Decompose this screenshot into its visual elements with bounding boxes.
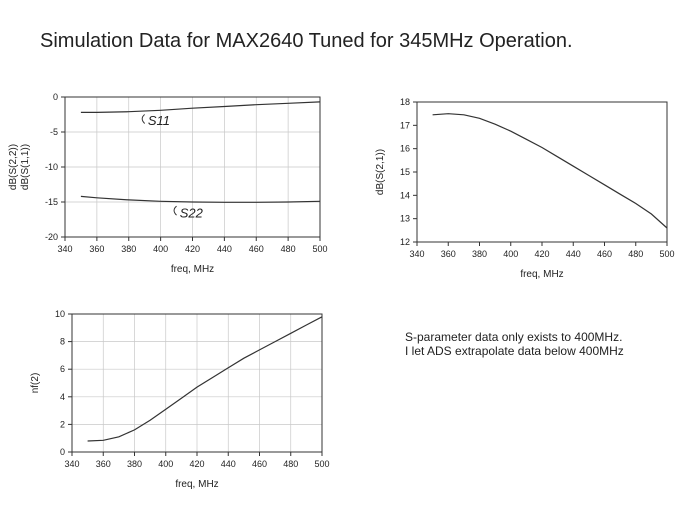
y-tick-label: -10 xyxy=(45,162,58,172)
s11-s22-chart: 340 360 380 400 420 440 460 480 500 -20 -15 -10 -5 0 f… xyxy=(8,92,328,275)
x-tick-label: 360 xyxy=(441,249,456,259)
y-tick-label: -5 xyxy=(50,127,58,137)
series-line-s11 xyxy=(80,101,321,113)
y-axis-label: dB(S(2,1)) xyxy=(375,149,386,195)
y-tick-label: -20 xyxy=(45,232,58,242)
y-tick-label: 17 xyxy=(400,120,410,130)
x-tick-label: 500 xyxy=(659,249,674,259)
y-tick-label: 18 xyxy=(400,97,410,107)
y-tick-label: 10 xyxy=(55,309,65,319)
x-tick-label: 460 xyxy=(597,249,612,259)
x-tick-label: 340 xyxy=(57,244,72,254)
x-axis-label: freq, MHz xyxy=(171,264,214,275)
annotation-bracket-s11 xyxy=(141,114,146,124)
y-tick-label: 0 xyxy=(60,447,65,457)
y-tick-label: 13 xyxy=(400,214,410,224)
x-axis-label: freq, MHz xyxy=(175,479,218,490)
x-tick-label: 480 xyxy=(281,244,296,254)
y-tick-label: 2 xyxy=(60,419,65,429)
series-line-nf xyxy=(87,316,323,442)
x-tick-label: 460 xyxy=(249,244,264,254)
y-tick-label: 6 xyxy=(60,364,65,374)
y-tick-label: 0 xyxy=(53,92,58,102)
y-tick-label: -15 xyxy=(45,197,58,207)
x-tick-label: 420 xyxy=(534,249,549,259)
x-tick-label: 480 xyxy=(283,459,298,469)
y-tick-label: 4 xyxy=(60,392,65,402)
annotation-note: S-parameter data only exists to 400MHz. … xyxy=(405,330,624,358)
annotation-s11: S11 xyxy=(148,113,170,128)
y-axis-label: dB(S(1,1)) xyxy=(20,144,31,190)
x-tick-label: 500 xyxy=(314,459,329,469)
x-tick-label: 440 xyxy=(217,244,232,254)
x-tick-label: 340 xyxy=(64,459,79,469)
x-axis-label: freq, MHz xyxy=(520,269,563,280)
x-tick-label: 400 xyxy=(158,459,173,469)
x-tick-label: 380 xyxy=(127,459,142,469)
y-axis-label: dB(S(2,2)) xyxy=(8,144,19,190)
x-tick-label: 360 xyxy=(96,459,111,469)
annotation-s22: S22 xyxy=(180,205,204,220)
x-tick-label: 500 xyxy=(312,244,327,254)
note-line-1: S-parameter data only exists to 400MHz. xyxy=(405,330,623,344)
y-tick-label: 14 xyxy=(400,190,410,200)
x-tick-label: 480 xyxy=(628,249,643,259)
y-tick-label: 15 xyxy=(400,167,410,177)
x-tick-label: 340 xyxy=(409,249,424,259)
y-axis-label: nf(2) xyxy=(30,373,41,394)
x-tick-label: 380 xyxy=(472,249,487,259)
annotation-bracket-s22 xyxy=(173,205,177,216)
x-tick-label: 420 xyxy=(189,459,204,469)
x-tick-label: 440 xyxy=(221,459,236,469)
series-line-s22 xyxy=(80,195,321,203)
x-tick-label: 380 xyxy=(121,244,136,254)
page-title: Simulation Data for MAX2640 Tuned for 34… xyxy=(40,30,573,52)
nf-chart: 340 360 380 400 420 440 460 480 500 0 2 4 6 8 10 freq, … xyxy=(30,309,330,490)
x-tick-label: 400 xyxy=(153,244,168,254)
x-tick-label: 360 xyxy=(89,244,104,254)
x-tick-label: 440 xyxy=(566,249,581,259)
s21-chart: 340 360 380 400 420 440 460 480 500 12 13 14 15 16 17 1… xyxy=(375,97,675,280)
y-tick-label: 16 xyxy=(400,144,410,154)
y-tick-label: 8 xyxy=(60,337,65,347)
x-tick-label: 460 xyxy=(252,459,267,469)
y-tick-label: 12 xyxy=(400,237,410,247)
plot-frame xyxy=(416,101,668,243)
x-tick-label: 400 xyxy=(503,249,518,259)
note-line-2: I let ADS extrapolate data below 400MHz xyxy=(405,344,624,358)
series-line-s21 xyxy=(432,113,668,229)
x-tick-label: 420 xyxy=(185,244,200,254)
